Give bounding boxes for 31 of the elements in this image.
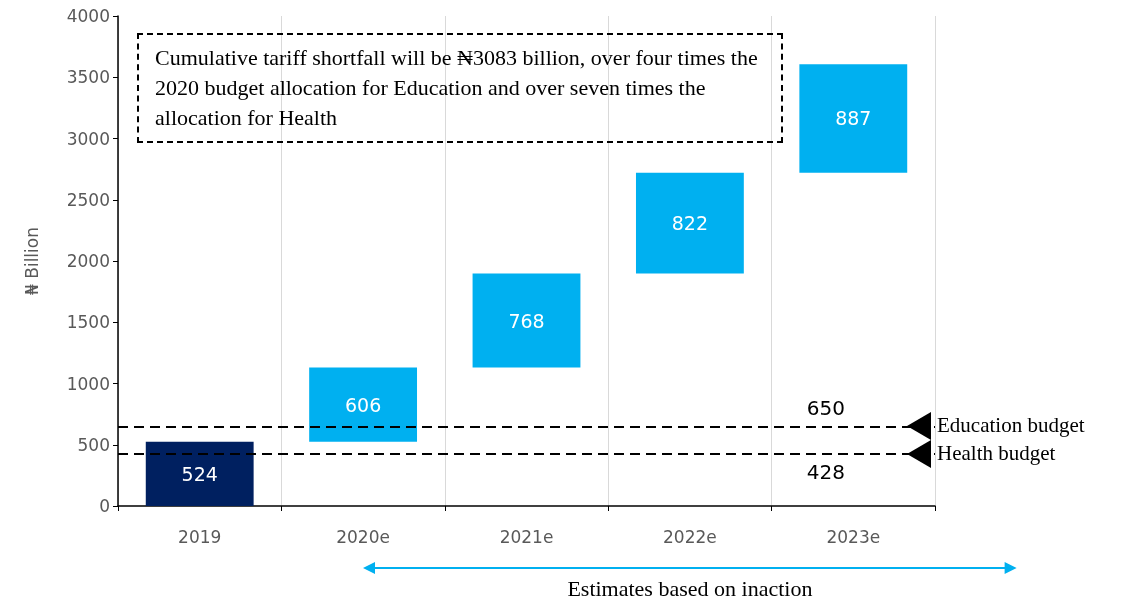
bar [309,367,418,442]
annotation: Cumulative tariff shortfall will be ₦3083 billion, over four times the 2020 budget allocation for Education and over seven times the allocation for Health [137,33,783,143]
y-tick-label: 2500 [66,189,110,210]
bar [635,172,744,274]
y-tick-label: 500 [77,434,110,455]
text: Estimates based on inaction [566,576,814,602]
x-tick-label: 2020e [336,526,390,547]
data-label: 887 [835,107,872,130]
data-label: 822 [671,212,709,235]
x-tick-label: 2023e [826,526,881,547]
x-tick-label: 2022e [663,526,717,547]
x-tick-label: 2021e [499,526,554,547]
ref-line-label: 428 [806,459,845,484]
text: Health budget [937,440,1056,466]
bar [799,64,908,173]
bar [145,441,254,506]
y-tick-label: 2000 [66,251,110,271]
y-axis-title: ₦ Billion [21,227,42,295]
y-tick-label: 3500 [66,67,110,88]
y-tick-label: 4000 [66,6,110,26]
y-tick-label: 3000 [66,128,110,149]
text: Education budget [937,413,1085,439]
y-tick-label: 1000 [66,373,110,394]
bar [472,273,581,368]
x-tick-label: 2019 [178,526,222,547]
data-label: 606 [344,393,382,416]
data-label: 768 [508,309,545,332]
y-tick-label: 0 [99,496,110,516]
ref-line-label: 650 [806,396,845,421]
data-label: 524 [181,462,218,485]
y-tick-label: 1500 [66,312,110,333]
